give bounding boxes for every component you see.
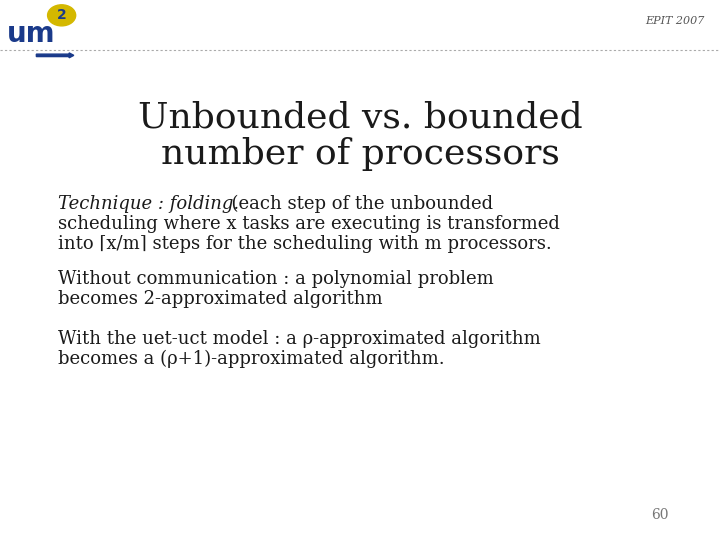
Circle shape [48,5,76,26]
Text: With the uet-uct model : a ρ-approximated algorithm: With the uet-uct model : a ρ-approximate… [58,330,541,348]
Text: number of processors: number of processors [161,137,559,171]
Text: Technique : folding.: Technique : folding. [58,195,239,213]
Text: becomes a (ρ+1)-approximated algorithm.: becomes a (ρ+1)-approximated algorithm. [58,350,445,368]
Text: 2: 2 [57,8,66,22]
Text: Unbounded vs. bounded: Unbounded vs. bounded [138,100,582,134]
Text: (each step of the unbounded: (each step of the unbounded [220,195,493,213]
Text: Without communication : a polynomial problem: Without communication : a polynomial pro… [58,270,494,288]
Text: scheduling where x tasks are executing is transformed: scheduling where x tasks are executing i… [58,215,560,233]
Text: EPIT 2007: EPIT 2007 [646,16,705,26]
Text: becomes 2-approximated algorithm: becomes 2-approximated algorithm [58,290,382,308]
Text: into ⌈x/m⌉ steps for the scheduling with m processors.: into ⌈x/m⌉ steps for the scheduling with… [58,235,552,253]
FancyArrow shape [37,53,73,58]
Text: um: um [6,21,55,48]
Text: 60: 60 [652,508,669,522]
